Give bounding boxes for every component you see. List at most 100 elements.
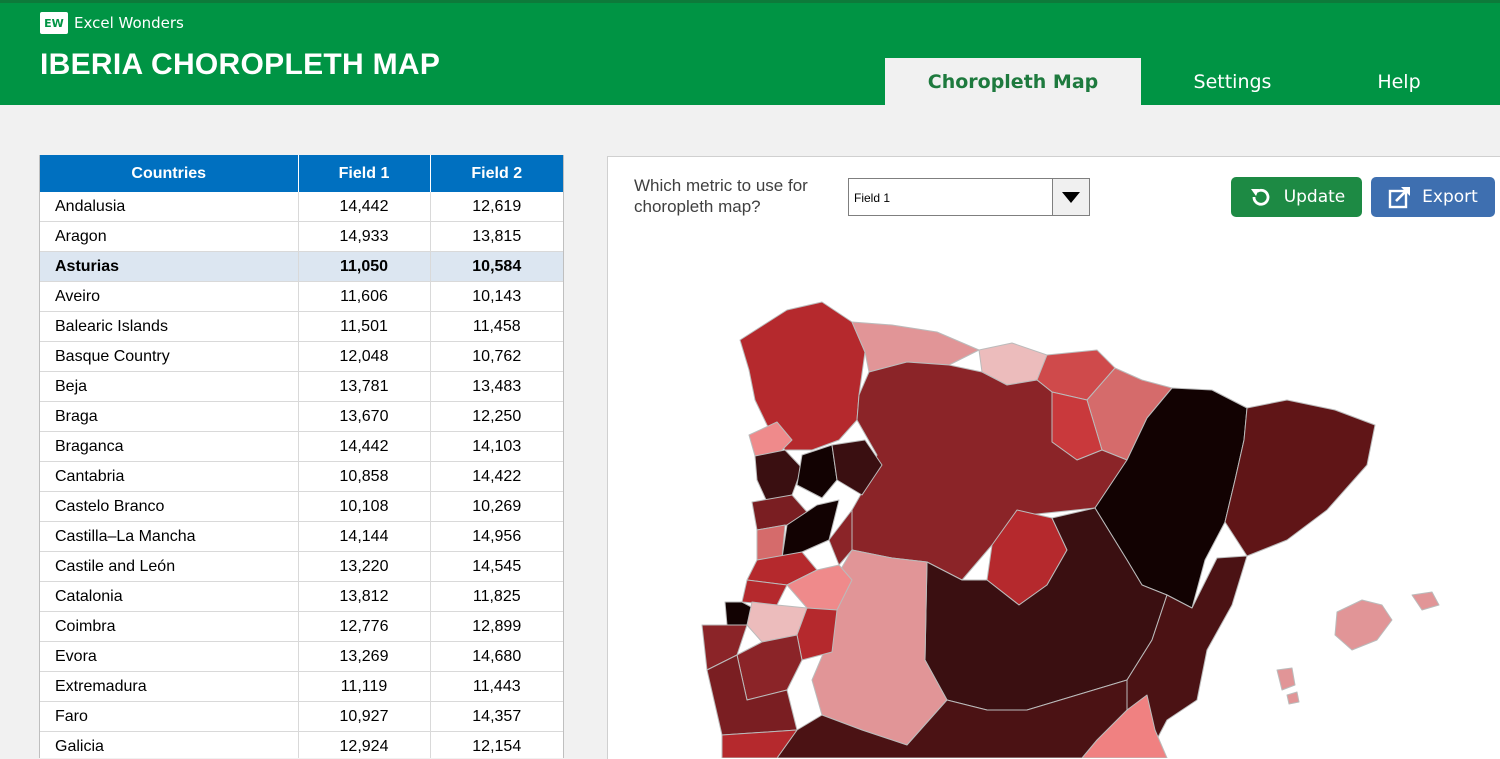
table-row[interactable]: Catalonia 13,812 11,825 <box>40 581 563 612</box>
tab-help[interactable]: Help <box>1377 70 1421 93</box>
table-row[interactable]: Faro 10,927 14,357 <box>40 701 563 732</box>
table-row[interactable]: Braganca 14,442 14,103 <box>40 431 563 462</box>
field-2-cell[interactable]: 10,584 <box>430 251 563 282</box>
field-2-cell[interactable]: 12,619 <box>430 192 563 222</box>
table-row[interactable]: Balearic Islands 11,501 11,458 <box>40 311 563 342</box>
table-row[interactable]: Extremadura 11,119 11,443 <box>40 671 563 702</box>
tab-settings[interactable]: Settings <box>1193 70 1272 93</box>
table-row[interactable]: Aragon 14,933 13,815 <box>40 221 563 252</box>
country-cell[interactable]: Beja <box>40 371 299 402</box>
table-row[interactable]: Asturias 11,050 10,584 <box>40 251 563 282</box>
field-1-cell[interactable]: 14,933 <box>298 221 431 252</box>
table-row[interactable]: Coimbra 12,776 12,899 <box>40 611 563 642</box>
region-valencia[interactable] <box>1126 555 1248 758</box>
table-row[interactable]: Castile and León 13,220 14,545 <box>40 551 563 582</box>
region-balearic-menorca[interactable] <box>1411 591 1440 611</box>
field-1-cell[interactable]: 10,927 <box>298 701 431 732</box>
region-catalonia[interactable] <box>1224 399 1376 557</box>
table-row[interactable]: Castilla–La Mancha 14,144 14,956 <box>40 521 563 552</box>
region-evora[interactable] <box>736 634 803 701</box>
column-header-field-2[interactable]: Field 2 <box>430 155 563 192</box>
region-galicia[interactable] <box>739 301 866 451</box>
table-row[interactable]: Evora 13,269 14,680 <box>40 641 563 672</box>
country-cell[interactable]: Braga <box>40 401 299 432</box>
field-1-cell[interactable]: 11,050 <box>298 251 431 282</box>
region-braganca[interactable] <box>796 444 838 499</box>
field-1-cell[interactable]: 13,220 <box>298 551 431 582</box>
country-cell[interactable]: Extremadura <box>40 671 299 702</box>
field-1-cell[interactable]: 11,606 <box>298 281 431 312</box>
field-2-cell[interactable]: 10,143 <box>430 281 563 312</box>
field-1-cell[interactable]: 10,108 <box>298 491 431 522</box>
field-2-cell[interactable]: 10,269 <box>430 491 563 522</box>
country-cell[interactable]: Castelo Branco <box>40 491 299 522</box>
field-1-cell[interactable]: 13,670 <box>298 401 431 432</box>
field-2-cell[interactable]: 11,458 <box>430 311 563 342</box>
table-row[interactable]: Beja 13,781 13,483 <box>40 371 563 402</box>
field-1-cell[interactable]: 11,119 <box>298 671 431 702</box>
field-1-cell[interactable]: 14,144 <box>298 521 431 552</box>
column-header-countries[interactable]: Countries <box>40 155 299 192</box>
region-aveiro[interactable] <box>756 524 786 561</box>
tab-choropleth-map[interactable]: Choropleth Map <box>885 58 1141 105</box>
region-balearic-formentera[interactable] <box>1286 691 1300 705</box>
field-2-cell[interactable]: 12,899 <box>430 611 563 642</box>
country-cell[interactable]: Andalusia <box>40 192 299 222</box>
field-1-cell[interactable]: 10,858 <box>298 461 431 492</box>
country-cell[interactable]: Coimbra <box>40 611 299 642</box>
country-cell[interactable]: Evora <box>40 641 299 672</box>
field-1-cell[interactable]: 12,048 <box>298 341 431 372</box>
field-1-cell[interactable]: 11,501 <box>298 311 431 342</box>
country-cell[interactable]: Aragon <box>40 221 299 252</box>
field-1-cell[interactable]: 14,442 <box>298 431 431 462</box>
table-row[interactable]: Andalusia 14,442 12,619 <box>40 192 563 222</box>
export-button[interactable]: Export <box>1371 177 1495 217</box>
table-row[interactable]: Cantabria 10,858 14,422 <box>40 461 563 492</box>
region-setubal[interactable] <box>701 624 748 671</box>
field-2-cell[interactable]: 13,815 <box>430 221 563 252</box>
table-row[interactable]: Basque Country 12,048 10,762 <box>40 341 563 372</box>
region-guarda[interactable] <box>828 509 853 566</box>
region-balearic-ibiza[interactable] <box>1276 667 1296 691</box>
country-cell[interactable]: Aveiro <box>40 281 299 312</box>
region-braga[interactable] <box>754 449 803 503</box>
region-leiria[interactable] <box>741 579 788 606</box>
country-cell[interactable]: Braganca <box>40 431 299 462</box>
update-button[interactable]: Update <box>1231 177 1362 217</box>
field-2-cell[interactable]: 14,956 <box>430 521 563 552</box>
table-row[interactable]: Aveiro 11,606 10,143 <box>40 281 563 312</box>
country-cell[interactable]: Asturias <box>40 251 299 282</box>
field-2-cell[interactable]: 11,443 <box>430 671 563 702</box>
field-1-cell[interactable]: 13,812 <box>298 581 431 612</box>
region-balearic-mallorca[interactable] <box>1334 599 1393 651</box>
table-row[interactable]: Galicia 12,924 12,154 <box>40 731 563 758</box>
field-2-cell[interactable]: 14,103 <box>430 431 563 462</box>
field-1-cell[interactable]: 12,776 <box>298 611 431 642</box>
metric-dropdown[interactable]: Field 1 <box>848 178 1090 216</box>
country-cell[interactable]: Faro <box>40 701 299 732</box>
country-cell[interactable]: Cantabria <box>40 461 299 492</box>
region-portalegre[interactable] <box>796 607 838 661</box>
dropdown-arrow-icon[interactable] <box>1052 179 1089 215</box>
country-cell[interactable]: Castile and León <box>40 551 299 582</box>
country-cell[interactable]: Balearic Islands <box>40 311 299 342</box>
field-2-cell[interactable]: 14,545 <box>430 551 563 582</box>
field-2-cell[interactable]: 11,825 <box>430 581 563 612</box>
field-2-cell[interactable]: 12,154 <box>430 731 563 758</box>
field-2-cell[interactable]: 14,422 <box>430 461 563 492</box>
country-cell[interactable]: Catalonia <box>40 581 299 612</box>
field-1-cell[interactable]: 13,781 <box>298 371 431 402</box>
field-2-cell[interactable]: 12,250 <box>430 401 563 432</box>
field-2-cell[interactable]: 14,357 <box>430 701 563 732</box>
table-row[interactable]: Braga 13,670 12,250 <box>40 401 563 432</box>
region-faro[interactable] <box>721 729 798 758</box>
table-row[interactable]: Castelo Branco 10,108 10,269 <box>40 491 563 522</box>
field-1-cell[interactable]: 12,924 <box>298 731 431 758</box>
column-header-field-1[interactable]: Field 1 <box>298 155 431 192</box>
region-vila-real[interactable] <box>831 439 883 496</box>
field-2-cell[interactable]: 13,483 <box>430 371 563 402</box>
country-cell[interactable]: Galicia <box>40 731 299 758</box>
country-cell[interactable]: Basque Country <box>40 341 299 372</box>
country-cell[interactable]: Castilla–La Mancha <box>40 521 299 552</box>
region-viana[interactable] <box>748 421 793 457</box>
